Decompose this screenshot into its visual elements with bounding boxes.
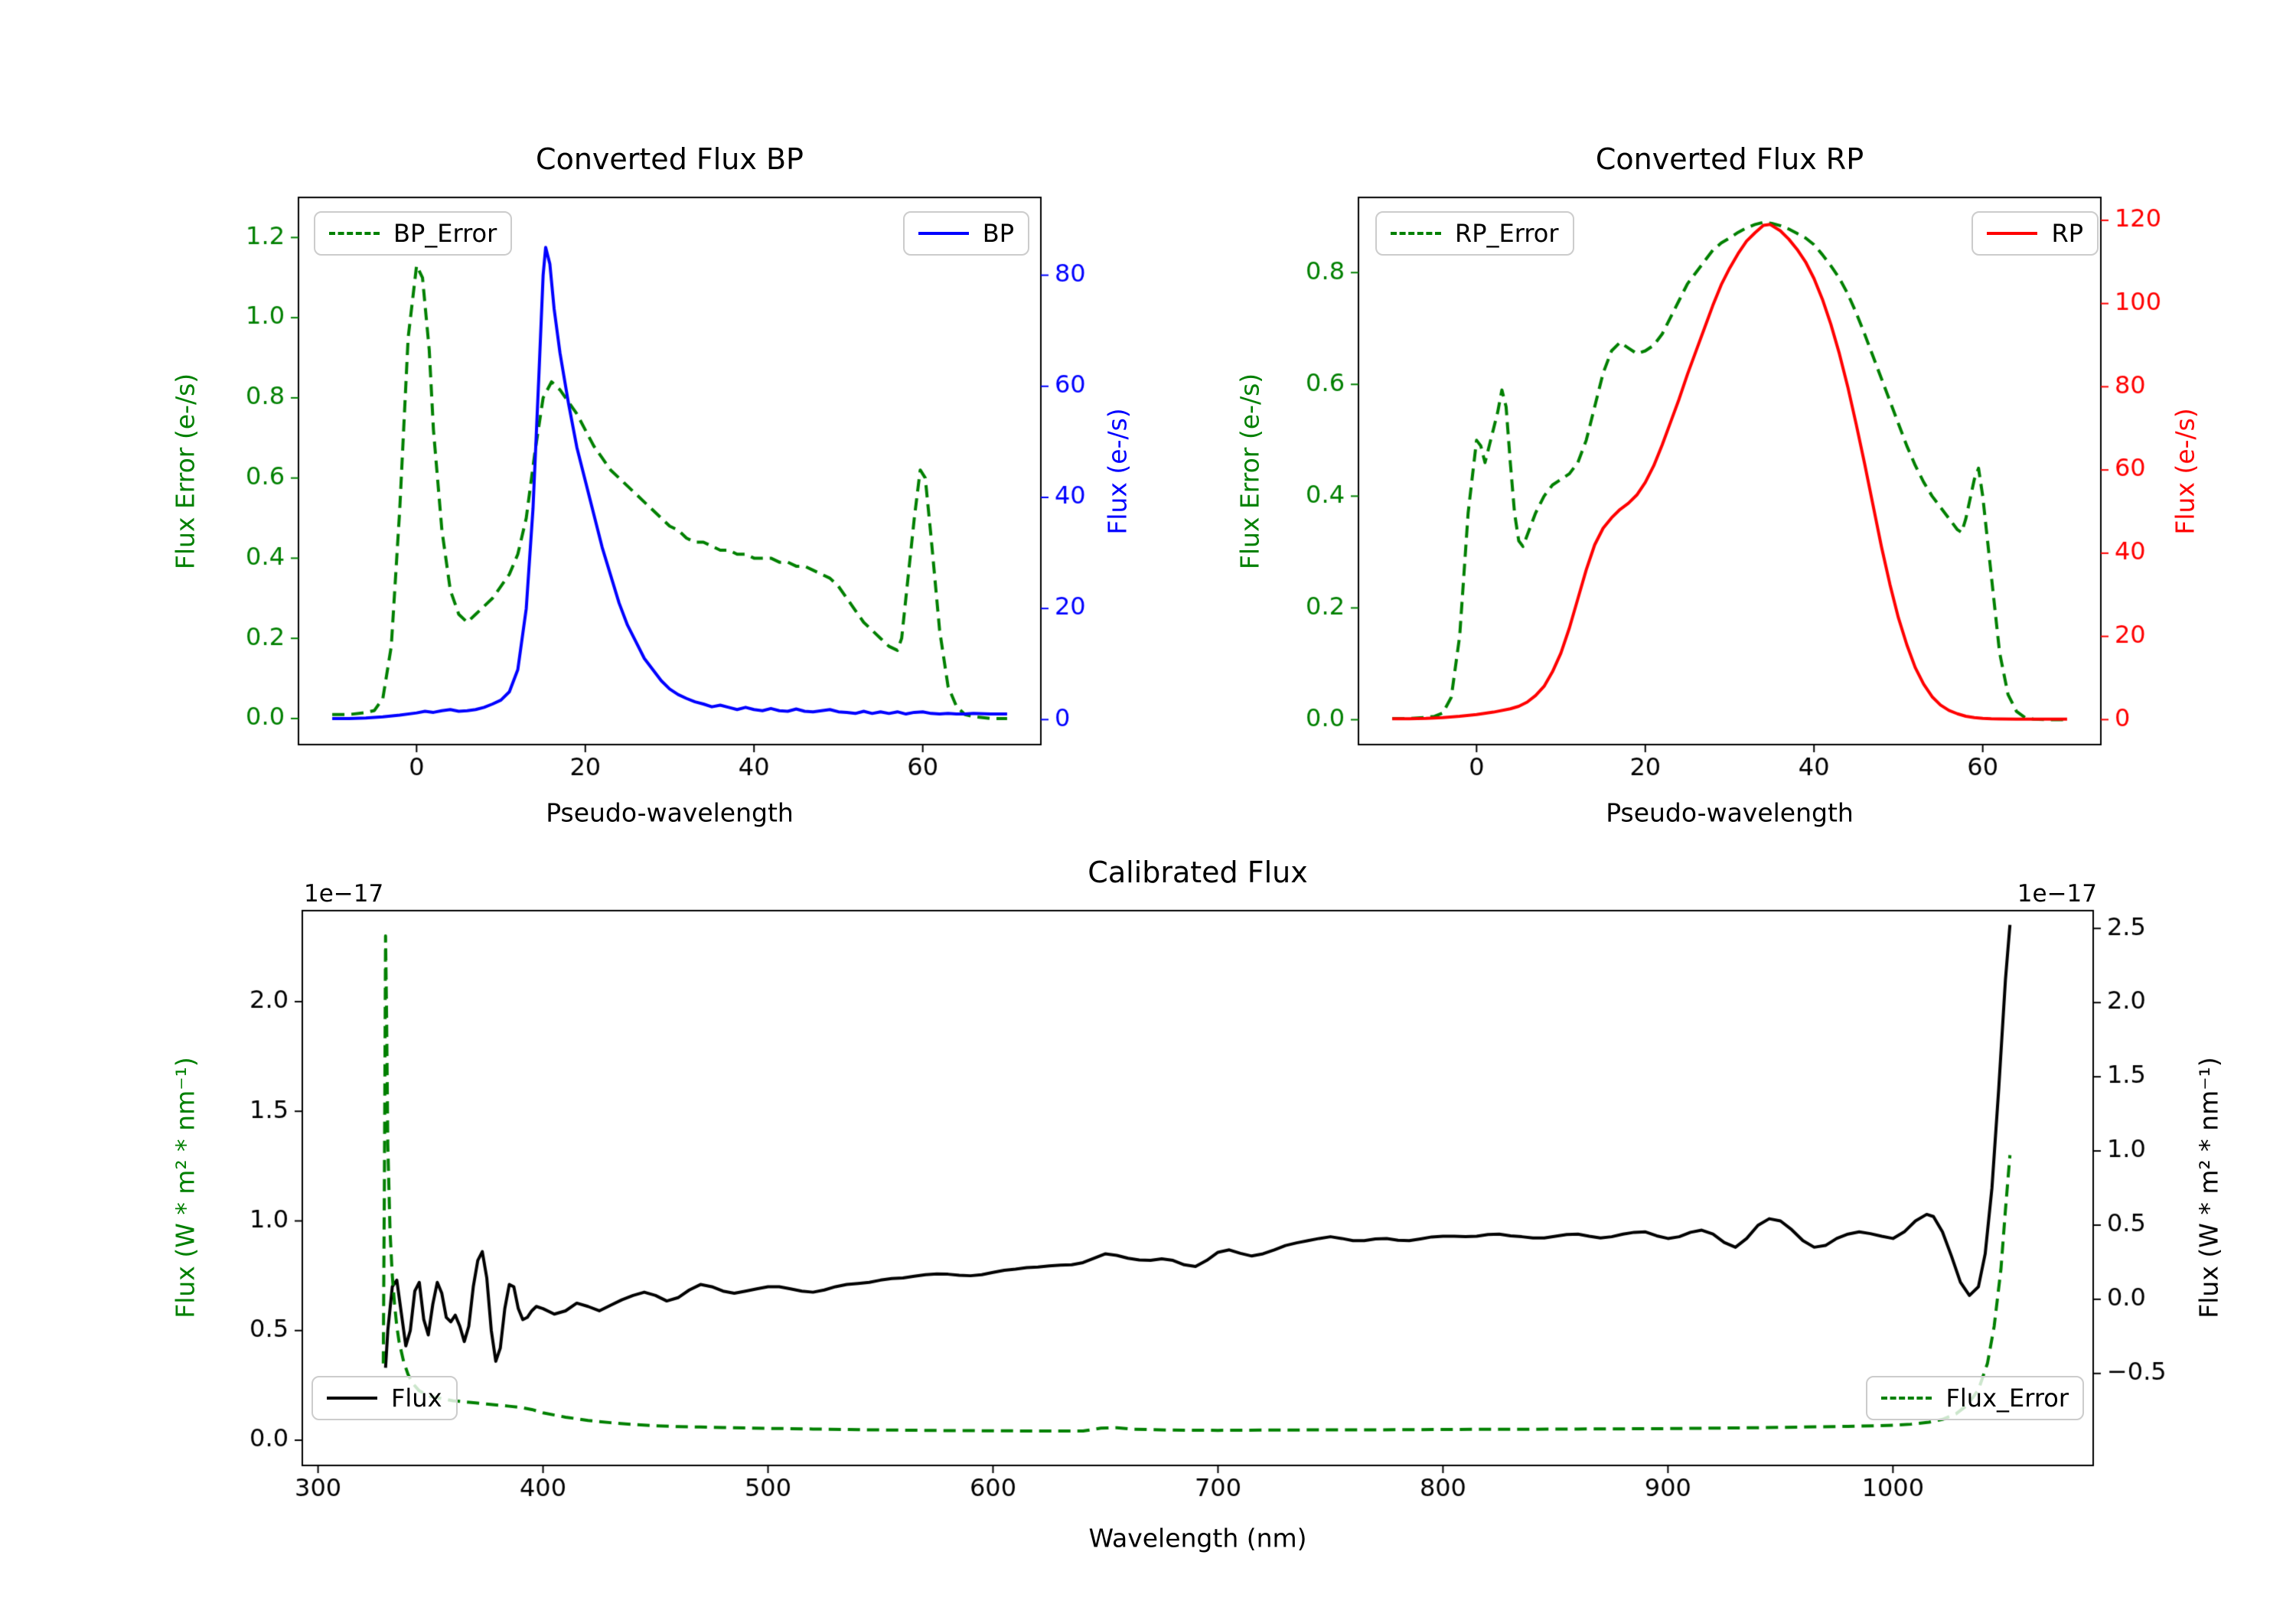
legend-flux: Flux	[311, 1376, 458, 1420]
legend-label-bp-error: BP_Error	[393, 219, 497, 248]
legend-bp: BP	[902, 211, 1029, 256]
plot-title-bp: Converted Flux BP	[536, 142, 804, 176]
plot-title-calibrated: Calibrated Flux	[1088, 856, 1308, 889]
y-axis-label-bp-flux: Flux (e-/s)	[1102, 408, 1133, 535]
y-axis-label-rp-error: Flux Error (e-/s)	[1234, 373, 1265, 570]
legend-bp-error: BP_Error	[314, 211, 513, 256]
legend-line-sample-flux-error	[1881, 1397, 1932, 1400]
y-axis-label-cal-left: Flux (W * m² * nm⁻¹)	[170, 1057, 201, 1319]
x-axis-label-calibrated: Wavelength (nm)	[1088, 1523, 1307, 1553]
x-axis-label-bp: Pseudo-wavelength	[546, 797, 794, 828]
x-axis-label-rp: Pseudo-wavelength	[1606, 797, 1854, 828]
y-axis-label-rp-flux: Flux (e-/s)	[2170, 408, 2200, 535]
legend-line-sample-rp-error	[1391, 232, 1441, 235]
legend-rp: RP	[1971, 211, 2099, 256]
legend-label-flux: Flux	[391, 1384, 442, 1413]
legend-line-sample-bp-error	[329, 232, 380, 235]
legend-label-rp: RP	[2051, 219, 2083, 248]
y-axis-label-cal-right: Flux (W * m² * nm⁻¹)	[2193, 1057, 2224, 1319]
legend-line-sample-bp	[918, 232, 969, 235]
legend-rp-error: RP_Error	[1375, 211, 1574, 256]
legend-label-rp-error: RP_Error	[1455, 219, 1559, 248]
legend-flux-error: Flux_Error	[1866, 1376, 2084, 1420]
offset-text-right: 1e−17	[2017, 880, 2097, 908]
legend-label-flux-error: Flux_Error	[1945, 1384, 2069, 1413]
legend-line-sample-rp	[1987, 232, 2038, 235]
y-axis-label-bp-error: Flux Error (e-/s)	[170, 373, 201, 570]
offset-text-left: 1e−17	[304, 880, 384, 908]
plot-title-rp: Converted Flux RP	[1595, 142, 1864, 176]
legend-line-sample-flux	[327, 1397, 377, 1400]
legend-label-bp: BP	[982, 219, 1014, 248]
